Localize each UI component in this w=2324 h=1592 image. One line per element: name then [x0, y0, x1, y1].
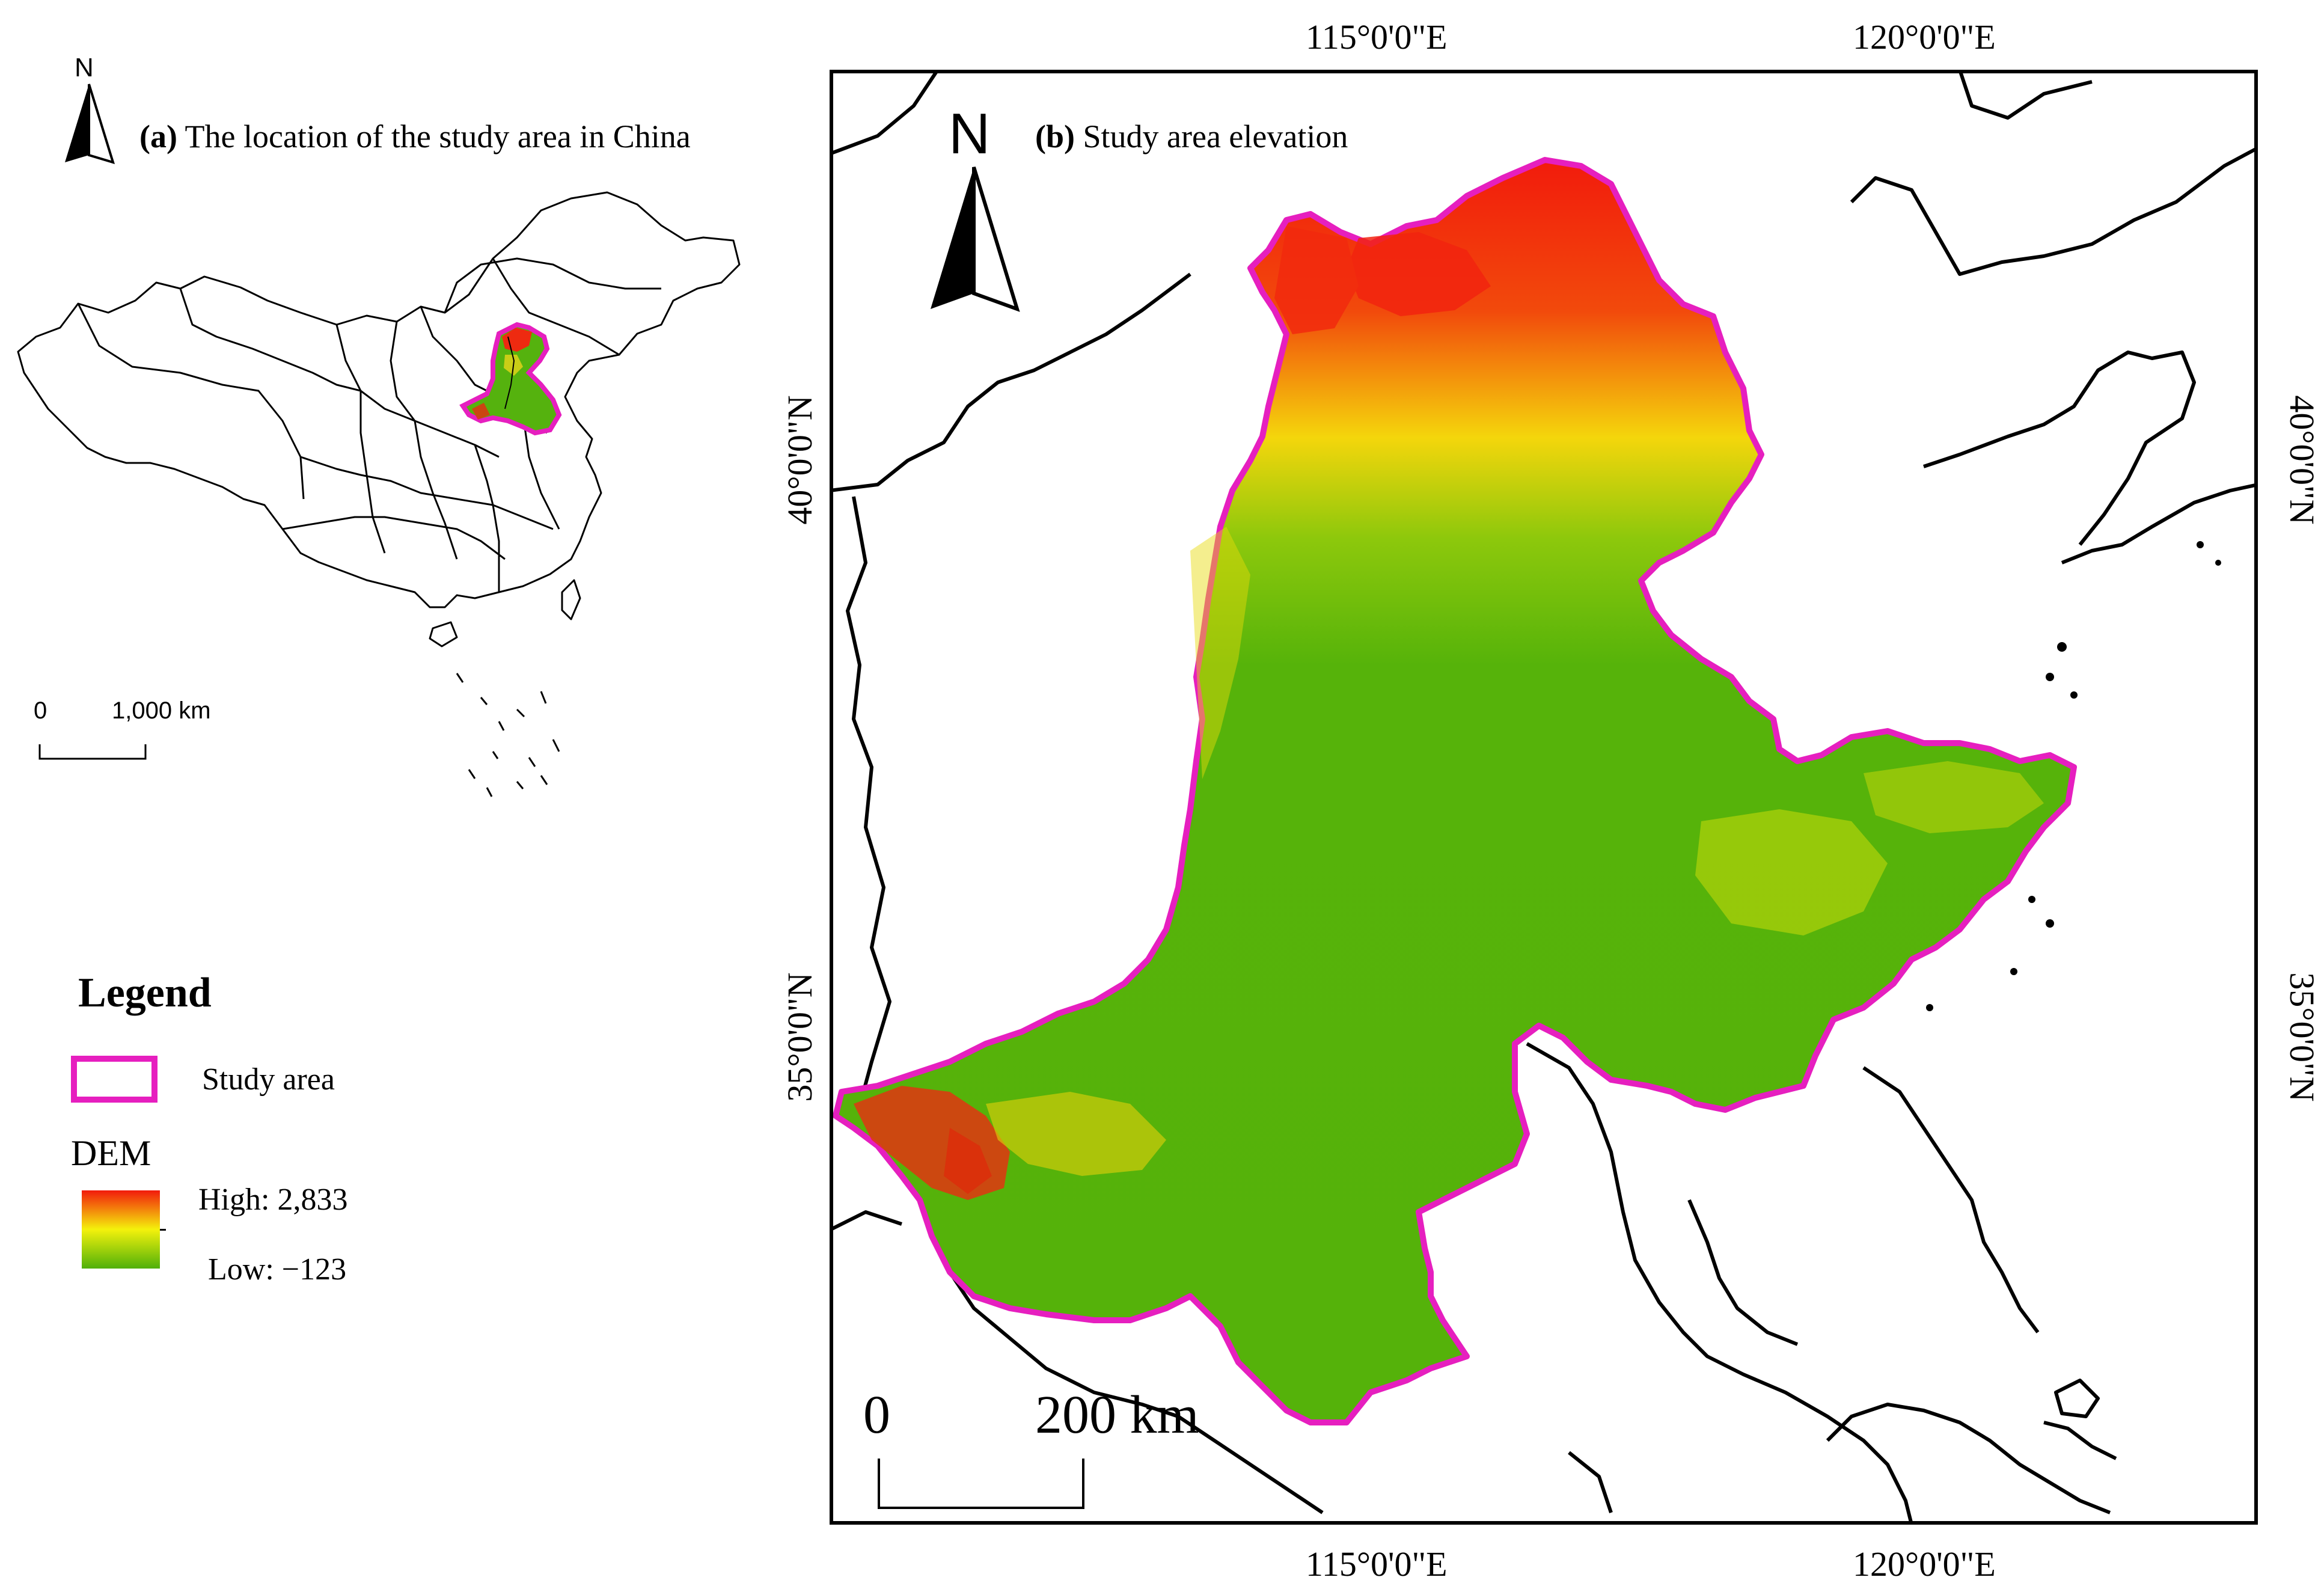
- panel-b-scale-start: 0: [863, 1385, 890, 1445]
- boundary-jiangsu: [1826, 1403, 2111, 1514]
- lat-label-right-40: 40°0'0"N: [2283, 395, 2322, 525]
- panel-a-north-label: N: [75, 53, 94, 82]
- panel-b-title-text: Study area elevation: [1083, 118, 1348, 155]
- legend-low-label: Low: −123: [208, 1252, 347, 1287]
- panel-b-map: [830, 70, 2258, 1525]
- panel-b-scale-end: 200 km: [1035, 1385, 1199, 1445]
- boundary-north-east-2: [1958, 70, 2093, 120]
- panel-b-scale-bar: [878, 1459, 1084, 1509]
- province-lines: [77, 257, 661, 592]
- boundary-west-2: [846, 496, 891, 1128]
- panel-a-scale-start: 0: [34, 697, 47, 724]
- legend-dem-ramp: [82, 1190, 160, 1269]
- boundary-yangtze: [2043, 1421, 2117, 1460]
- boundary-south-1: [1526, 1042, 1913, 1525]
- boundary-west-3: [830, 1210, 902, 1232]
- legend-dem-label: DEM: [71, 1133, 151, 1173]
- lat-label-left-40: 40°0'0"N: [780, 395, 819, 525]
- lon-label-top-120: 120°0'0"E: [1853, 17, 1996, 57]
- boundary-west-1: [830, 272, 1191, 492]
- north-arrow-icon: [931, 167, 1020, 312]
- panel-b-north-label: N: [949, 102, 991, 166]
- north-arrow-icon: [65, 84, 115, 164]
- lat-label-right-35: 35°0'0"N: [2283, 972, 2322, 1102]
- lat-label-left-35: 35°0'0"N: [780, 972, 819, 1102]
- legend-study-area-label: Study area: [202, 1062, 335, 1097]
- panel-a-title-text: The location of the study area in China: [185, 118, 691, 155]
- legend-high-label: High: 2,833: [198, 1183, 348, 1217]
- lon-label-bottom-115: 115°0'0"E: [1306, 1545, 1448, 1584]
- panel-a: N (a) The location of the study area in …: [0, 0, 763, 812]
- boundary-liaodong: [2061, 483, 2258, 565]
- legend-title: Legend: [78, 970, 212, 1016]
- lon-label-top-115: 115°0'0"E: [1306, 17, 1448, 57]
- boundary-henan-s: [948, 1271, 1324, 1514]
- boundary-north-west: [830, 70, 940, 156]
- china-outline: [17, 191, 741, 608]
- panel-b-title: (b) Study area elevation: [1035, 118, 1348, 155]
- china-map: [17, 191, 741, 797]
- boundary-se: [1568, 1451, 1613, 1513]
- panel-a-title-prefix: (a): [139, 118, 177, 155]
- boundary-liaoning: [1923, 351, 2196, 546]
- panel-a-scale-end: 1,000 km: [112, 697, 211, 724]
- panel-b-title-prefix: (b): [1035, 118, 1075, 155]
- hainan: [429, 621, 458, 648]
- taiwan: [561, 579, 581, 620]
- legend-ramp-tick: [160, 1229, 166, 1231]
- legend-study-area-swatch: [71, 1056, 157, 1103]
- study-area-dem: [833, 157, 2077, 1425]
- boundary-north-east: [1850, 146, 2258, 276]
- lon-label-bottom-120: 120°0'0"E: [1853, 1545, 1996, 1584]
- china-study-area: [459, 322, 562, 436]
- panel-a-title: (a) The location of the study area in Ch…: [139, 118, 691, 155]
- island-dashes: [456, 673, 560, 797]
- boundary-south-2: [1862, 1066, 2040, 1333]
- boundary-shanghai: [2054, 1379, 2100, 1418]
- panel-a-scale-bar: [38, 744, 147, 760]
- boundary-south-3: [1687, 1199, 1799, 1346]
